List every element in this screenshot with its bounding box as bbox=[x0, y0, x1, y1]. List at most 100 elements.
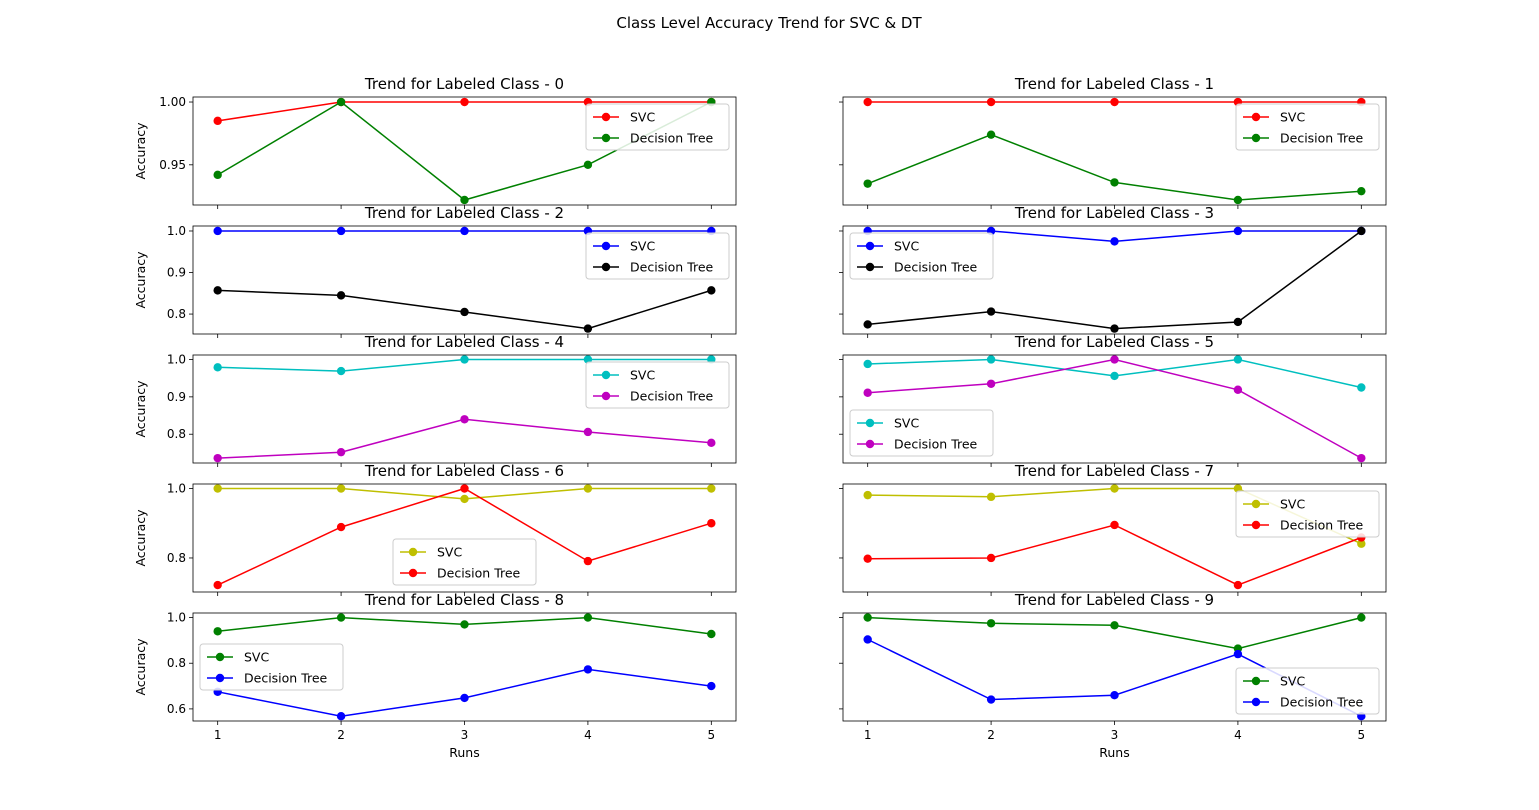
data-point-1-3 bbox=[583, 556, 593, 566]
data-point-1-2 bbox=[460, 415, 469, 424]
subplot-8: 1 2 3 4 5 0.6 0.8 1.0 Trend for Labeled Class - … bbox=[133, 591, 737, 760]
data-point-1-0 bbox=[213, 453, 222, 463]
data-point-1-3 bbox=[1233, 195, 1243, 205]
data-point-0-4 bbox=[1357, 613, 1366, 622]
subplot-title: Trend for Labeled Class - 4 bbox=[364, 333, 564, 351]
legend-label: Decision Tree bbox=[894, 260, 978, 275]
data-point-0-2 bbox=[1110, 237, 1119, 246]
legend-marker bbox=[601, 112, 611, 122]
legend-box bbox=[585, 361, 730, 409]
subplot-0: 0.95 1.00 Trend for Labeled Class - 0 Accur… bbox=[133, 75, 737, 209]
data-point-1-1 bbox=[336, 97, 346, 107]
data-point-1-3 bbox=[583, 160, 593, 170]
data-point-1-3 bbox=[583, 665, 593, 674]
y-tick-label: 1.0 bbox=[167, 352, 186, 366]
data-point-0-3 bbox=[1233, 226, 1243, 236]
data-point-0-0 bbox=[863, 490, 872, 500]
subplot-3: Trend for Labeled Class - 3 SVC Decision T… bbox=[839, 204, 1387, 338]
legend-label: Decision Tree bbox=[630, 260, 714, 275]
y-tick-label: 0.9 bbox=[167, 390, 186, 404]
data-point-1-0 bbox=[213, 580, 222, 590]
data-point-1-3 bbox=[583, 324, 593, 333]
data-point-0-0 bbox=[863, 359, 872, 369]
data-point-1-0 bbox=[863, 320, 872, 329]
data-point-0-4 bbox=[707, 484, 716, 493]
data-point-1-2 bbox=[460, 195, 469, 205]
data-point-0-3 bbox=[1233, 355, 1243, 364]
legend: SVC Decision Tree bbox=[585, 232, 730, 280]
subplot-title: Trend for Labeled Class - 7 bbox=[1014, 462, 1214, 480]
data-point-1-1 bbox=[986, 553, 996, 563]
data-point-0-1 bbox=[336, 484, 346, 493]
data-point-1-1 bbox=[336, 712, 346, 721]
legend-box bbox=[199, 643, 344, 691]
data-point-0-3 bbox=[583, 613, 593, 622]
legend-label: SVC bbox=[1280, 674, 1305, 689]
data-point-1-3 bbox=[1233, 580, 1243, 590]
legend-marker bbox=[1251, 697, 1261, 707]
legend-box bbox=[1235, 490, 1380, 538]
data-point-1-1 bbox=[986, 130, 996, 139]
y-axis-label: Accuracy bbox=[133, 638, 148, 696]
legend-label: Decision Tree bbox=[1280, 518, 1364, 533]
data-point-0-1 bbox=[336, 366, 346, 376]
legend-marker bbox=[1251, 520, 1261, 530]
legend-box bbox=[1235, 103, 1380, 151]
subplot-4: 0.8 0.9 1.0 Trend for Labeled Class - 4 Accu… bbox=[133, 333, 737, 467]
x-tick-label: 3 bbox=[461, 728, 469, 742]
data-point-0-2 bbox=[1110, 484, 1119, 493]
data-point-0-1 bbox=[986, 355, 996, 364]
data-point-1-0 bbox=[863, 179, 872, 188]
subplot-title: Trend for Labeled Class - 6 bbox=[364, 462, 564, 480]
data-point-1-3 bbox=[1233, 317, 1243, 327]
legend-marker bbox=[408, 568, 418, 578]
legend-marker bbox=[408, 547, 418, 557]
data-point-0-0 bbox=[213, 226, 222, 236]
subplot-2: 0.8 0.9 1.0 Trend for Labeled Class - 2 Accu… bbox=[133, 204, 737, 338]
y-tick-label: 0.8 bbox=[167, 307, 186, 321]
legend: SVC Decision Tree bbox=[585, 361, 730, 409]
legend-marker bbox=[601, 391, 611, 401]
data-point-0-1 bbox=[986, 97, 996, 107]
legend-label: Decision Tree bbox=[1280, 131, 1364, 146]
legend-marker bbox=[1251, 499, 1261, 509]
data-point-0-2 bbox=[1110, 97, 1119, 107]
legend-marker bbox=[1251, 112, 1261, 122]
legend-label: Decision Tree bbox=[630, 131, 714, 146]
legend-marker bbox=[865, 241, 875, 251]
data-point-0-1 bbox=[986, 619, 996, 628]
legend: SVC Decision Tree bbox=[849, 409, 994, 457]
data-point-0-0 bbox=[863, 613, 872, 622]
data-point-1-4 bbox=[707, 681, 716, 691]
legend-label: Decision Tree bbox=[437, 566, 521, 581]
subplot-title: Trend for Labeled Class - 8 bbox=[364, 591, 564, 609]
data-point-1-4 bbox=[707, 286, 716, 295]
legend-marker bbox=[215, 652, 225, 662]
subplot-6: 0.8 1.0 Trend for Labeled Class - 6 Accurac… bbox=[133, 462, 737, 596]
subplot-title: Trend for Labeled Class - 9 bbox=[1014, 591, 1214, 609]
legend-marker bbox=[601, 241, 611, 251]
y-axis-label: Accuracy bbox=[133, 122, 148, 180]
data-point-1-4 bbox=[1357, 226, 1366, 236]
data-point-1-0 bbox=[213, 170, 222, 180]
data-point-0-0 bbox=[213, 116, 222, 126]
legend-marker bbox=[601, 262, 611, 272]
y-tick-label: 1.0 bbox=[167, 224, 186, 238]
subplot-title: Trend for Labeled Class - 0 bbox=[364, 75, 564, 93]
data-point-0-2 bbox=[460, 355, 469, 364]
legend-box bbox=[392, 538, 537, 586]
series-line-1 bbox=[217, 418, 712, 459]
data-point-1-0 bbox=[863, 554, 872, 563]
legend-box bbox=[1235, 667, 1380, 715]
data-point-0-1 bbox=[986, 492, 996, 502]
legend-label: Decision Tree bbox=[244, 671, 328, 686]
legend-label: SVC bbox=[630, 239, 655, 254]
data-point-1-4 bbox=[1357, 186, 1366, 196]
x-axis-label: Runs bbox=[1099, 745, 1129, 760]
data-point-1-1 bbox=[336, 447, 346, 457]
legend: SVC Decision Tree bbox=[1235, 103, 1380, 151]
data-point-1-1 bbox=[986, 307, 996, 316]
legend: SVC Decision Tree bbox=[392, 538, 537, 586]
legend-marker bbox=[1251, 676, 1261, 686]
data-point-0-0 bbox=[213, 484, 222, 493]
